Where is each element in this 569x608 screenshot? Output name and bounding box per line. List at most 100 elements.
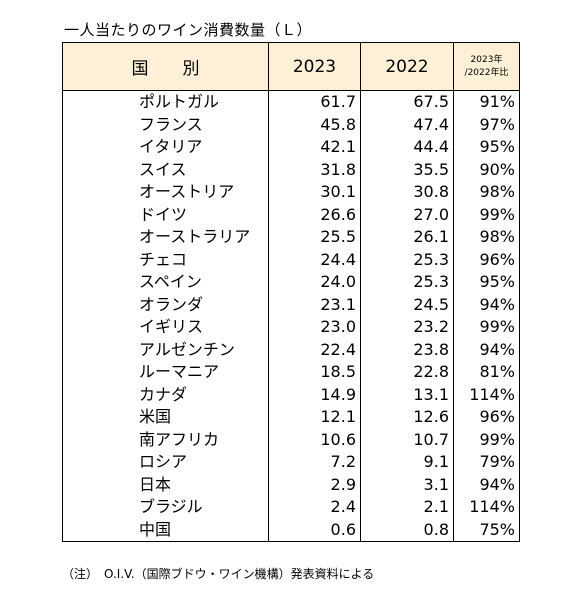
country-cell: フランス xyxy=(62,113,269,136)
value-cell: 90% xyxy=(453,158,520,181)
value-cell: 0.6 xyxy=(268,518,361,542)
value-cell: 81% xyxy=(453,361,520,384)
header-cell: 国 別 xyxy=(62,42,269,91)
value-cell: 94% xyxy=(453,293,520,316)
value-cell: 0.8 xyxy=(360,518,454,542)
table-row: カナダ 14.9 13.1 114% xyxy=(62,383,520,406)
value-cell: 45.8 xyxy=(268,113,361,136)
country-cell: ドイツ xyxy=(62,203,269,226)
value-cell: 95% xyxy=(453,271,520,294)
value-cell: 99% xyxy=(453,428,520,451)
table-row: ブラジル 2.4 2.1 114% xyxy=(62,496,520,519)
country-cell: オーストリア xyxy=(62,181,269,204)
table-row: スペイン 24.0 25.3 95% xyxy=(62,271,520,294)
table-row: 南アフリカ 10.6 10.7 99% xyxy=(62,428,520,451)
table-row: イギリス 23.0 23.2 99% xyxy=(62,316,520,339)
table-row: イタリア 42.1 44.4 95% xyxy=(62,136,520,159)
value-cell: 14.9 xyxy=(268,383,361,406)
country-cell: 米国 xyxy=(62,406,269,429)
value-cell: 9.1 xyxy=(360,451,454,474)
value-cell: 94% xyxy=(453,473,520,496)
value-cell: 30.8 xyxy=(360,181,454,204)
value-cell: 18.5 xyxy=(268,361,361,384)
table-row: ロシア 7.2 9.1 79% xyxy=(62,451,520,474)
value-cell: 24.4 xyxy=(268,248,361,271)
value-cell: 96% xyxy=(453,406,520,429)
country-cell: スペイン xyxy=(62,271,269,294)
value-cell: 79% xyxy=(453,451,520,474)
header-cell: 2023 xyxy=(268,42,361,91)
country-cell: カナダ xyxy=(62,383,269,406)
country-cell: アルゼンチン xyxy=(62,338,269,361)
value-cell: 23.1 xyxy=(268,293,361,316)
value-cell: 114% xyxy=(453,383,520,406)
value-cell: 99% xyxy=(453,316,520,339)
table-row: オランダ 23.1 24.5 94% xyxy=(62,293,520,316)
value-cell: 12.1 xyxy=(268,406,361,429)
country-cell: ルーマニア xyxy=(62,361,269,384)
table-row: フランス 45.8 47.4 97% xyxy=(62,113,520,136)
title: 一人当たりのワイン消費数量（Ｌ） xyxy=(64,21,313,39)
table-row: 日本 2.9 3.1 94% xyxy=(62,473,520,496)
header-cell: 2022 xyxy=(360,42,454,91)
table-row: ドイツ 26.6 27.0 99% xyxy=(62,203,520,226)
value-cell: 25.5 xyxy=(268,226,361,249)
value-cell: 23.0 xyxy=(268,316,361,339)
value-cell: 10.7 xyxy=(360,428,454,451)
value-cell: 30.1 xyxy=(268,181,361,204)
value-cell: 99% xyxy=(453,203,520,226)
country-cell: イタリア xyxy=(62,136,269,159)
country-cell: 日本 xyxy=(62,473,269,496)
value-cell: 23.8 xyxy=(360,338,454,361)
value-cell: 22.4 xyxy=(268,338,361,361)
value-cell: 31.8 xyxy=(268,158,361,181)
value-cell: 95% xyxy=(453,136,520,159)
value-cell: 2.9 xyxy=(268,473,361,496)
country-cell: 中国 xyxy=(62,518,269,542)
country-cell: チェコ xyxy=(62,248,269,271)
country-cell: ロシア xyxy=(62,451,269,474)
value-cell: 27.0 xyxy=(360,203,454,226)
table-row: ルーマニア 18.5 22.8 81% xyxy=(62,361,520,384)
table-row: ポルトガル 61.7 67.5 91% xyxy=(62,90,520,114)
value-cell: 3.1 xyxy=(360,473,454,496)
value-cell: 7.2 xyxy=(268,451,361,474)
value-cell: 96% xyxy=(453,248,520,271)
country-cell: 南アフリカ xyxy=(62,428,269,451)
table-body: ポルトガル 61.7 67.5 91% フランス 45.8 47.4 97% イタリア 42.1 4… xyxy=(62,90,520,542)
header-cell: 2023年/2022年比 xyxy=(453,42,520,91)
value-cell: 67.5 xyxy=(360,90,454,114)
value-cell: 94% xyxy=(453,338,520,361)
value-cell: 24.5 xyxy=(360,293,454,316)
value-cell: 25.3 xyxy=(360,271,454,294)
value-cell: 23.2 xyxy=(360,316,454,339)
value-cell: 26.6 xyxy=(268,203,361,226)
table-row: アルゼンチン 22.4 23.8 94% xyxy=(62,338,520,361)
value-cell: 97% xyxy=(453,113,520,136)
country-cell: オランダ xyxy=(62,293,269,316)
value-cell: 44.4 xyxy=(360,136,454,159)
value-cell: 2.1 xyxy=(360,496,454,519)
value-cell: 2.4 xyxy=(268,496,361,519)
value-cell: 91% xyxy=(453,90,520,114)
header-line: 2023年 xyxy=(470,54,503,65)
header-row: 国 別 2023 2022 2023年/2022年比 xyxy=(62,42,520,91)
header-line: /2022年比 xyxy=(464,67,509,78)
table-row: チェコ 24.4 25.3 96% xyxy=(62,248,520,271)
table-row: スイス 31.8 35.5 90% xyxy=(62,158,520,181)
value-cell: 22.8 xyxy=(360,361,454,384)
value-cell: 114% xyxy=(453,496,520,519)
value-cell: 25.3 xyxy=(360,248,454,271)
value-cell: 98% xyxy=(453,181,520,204)
value-cell: 24.0 xyxy=(268,271,361,294)
consumption-table: 国 別 2023 2022 2023年/2022年比 ポルトガル 61.7 67.5 91%… xyxy=(62,42,520,542)
value-cell: 47.4 xyxy=(360,113,454,136)
footnote: （注） O.I.V.（国際ブドウ・ワイン機構）発表資料による xyxy=(62,567,375,581)
table-row: オーストリア 30.1 30.8 98% xyxy=(62,181,520,204)
value-cell: 26.1 xyxy=(360,226,454,249)
country-cell: イギリス xyxy=(62,316,269,339)
table-row: オーストラリア 25.5 26.1 98% xyxy=(62,226,520,249)
value-cell: 10.6 xyxy=(268,428,361,451)
country-cell: オーストラリア xyxy=(62,226,269,249)
